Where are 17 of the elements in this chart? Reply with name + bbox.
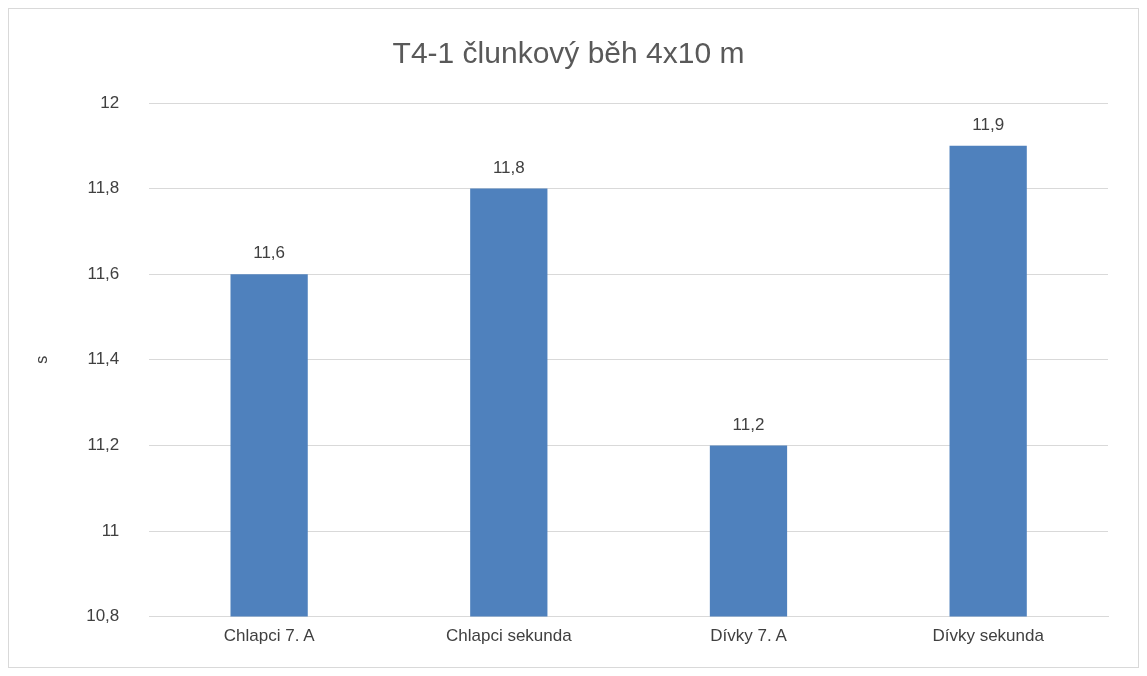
y-tick-label: 11,4 [87, 349, 120, 369]
chart-title: T4-1 člunkový běh 4x10 m [392, 36, 745, 70]
x-tick-label: Dívky sekunda [932, 626, 1045, 646]
y-tick-label: 10,8 [86, 606, 120, 626]
y-tick-label: 11,6 [87, 263, 120, 283]
x-tick-label: Chlapci 7. A [223, 626, 316, 646]
data-label: 11,6 [253, 243, 286, 263]
x-tick-label: Chlapci sekunda [445, 626, 573, 646]
data-label: 11,2 [732, 414, 765, 434]
y-tick-label: 11,2 [87, 435, 120, 455]
y-axis-title: s [33, 355, 51, 364]
data-label: 11,8 [492, 157, 525, 177]
y-tick-label: 11,8 [87, 178, 120, 198]
x-tick-label: Dívky 7. A [710, 626, 788, 646]
y-tick-label: 12 [100, 92, 120, 112]
y-tick-label: 11 [101, 520, 120, 540]
data-label: 11,9 [972, 114, 1005, 134]
